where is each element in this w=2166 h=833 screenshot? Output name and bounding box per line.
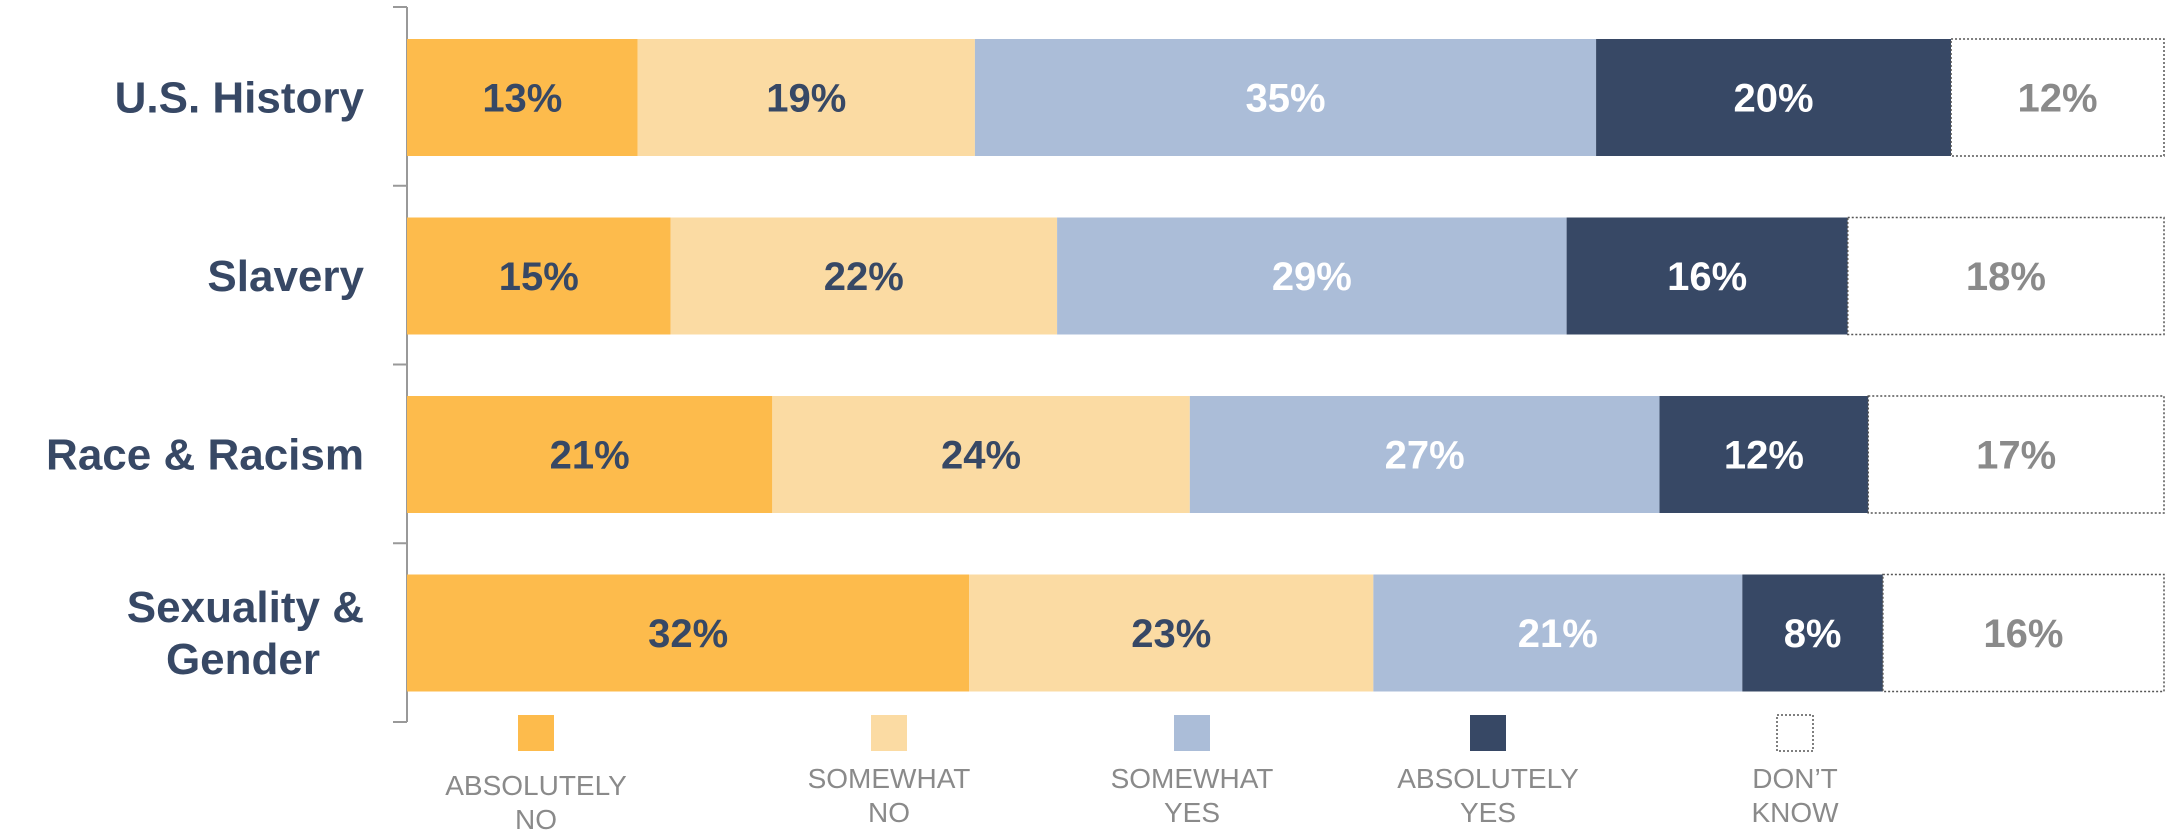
bar-segment-somewhat-yes	[1057, 217, 1567, 335]
data-label: 27%	[1385, 434, 1465, 478]
data-label: 21%	[1518, 612, 1598, 656]
bar-segment-don-t-know	[1882, 573, 2165, 693]
legend-item-somewhat-no: SOMEWHAT NO	[808, 715, 971, 828]
bar-row-race-racism: 21% 24% 27% 12% 17%	[407, 395, 2165, 514]
legend-label: SOMEWHAT YES	[1111, 763, 1274, 828]
legend-swatch	[518, 715, 554, 751]
bar-row-sexuality-gender: 32% 23% 21% 8% 16%	[407, 573, 2165, 693]
legend-label: ABSOLUTELY YES	[1397, 763, 1579, 828]
bar-segment-somewhat-yes	[1189, 396, 1660, 513]
bar-row-u-s-history: 13% 19% 35% 20% 12%	[407, 38, 2165, 157]
bar-segment-absolutely-yes	[1596, 39, 1952, 156]
bar-segment-don-t-know	[1846, 216, 2165, 336]
bar-segment-somewhat-no	[969, 574, 1374, 692]
data-label: 17%	[1976, 434, 2056, 478]
data-label: 12%	[1724, 434, 1804, 478]
category-labels: U.S. History Slavery Race & Racism Sexualit…	[46, 74, 364, 685]
bar-segment-don-t-know	[1950, 38, 2165, 157]
legend: ABSOLUTELY NO SOMEWHAT NO SOMEWHAT YES ABSOLUT…	[445, 714, 1839, 833]
data-label: 16%	[1983, 612, 2063, 656]
data-label: 32%	[648, 612, 728, 656]
bar-segment-absolutely-no	[407, 39, 638, 156]
legend-label: SOMEWHAT NO	[808, 763, 971, 828]
data-label: 15%	[499, 255, 579, 299]
bar-segment-somewhat-no	[637, 39, 975, 156]
category-label: Race & Racism	[46, 431, 364, 480]
data-label: 18%	[1966, 255, 2046, 299]
legend-label: DON’T KNOW	[1751, 763, 1839, 828]
data-label: 29%	[1272, 255, 1352, 299]
data-label: 35%	[1245, 77, 1325, 121]
bar-segment-absolutely-yes	[1659, 396, 1869, 513]
bar-segment-absolutely-no	[407, 396, 773, 513]
legend-item-somewhat-yes: SOMEWHAT YES	[1111, 715, 1274, 828]
legend-item-absolutely-yes: ABSOLUTELY YES	[1397, 715, 1579, 828]
data-label: 12%	[2017, 77, 2097, 121]
data-label: 21%	[550, 434, 630, 478]
bar-segment-absolutely-no	[407, 574, 970, 692]
category-label: Slavery	[207, 252, 364, 301]
data-label: 24%	[941, 434, 1021, 478]
legend-swatch	[1174, 715, 1210, 751]
category-label: U.S. History	[115, 74, 365, 123]
bar-segment-somewhat-yes	[974, 39, 1597, 156]
data-label: 16%	[1667, 255, 1747, 299]
bar-segment-absolutely-no	[407, 217, 671, 335]
data-label: 20%	[1734, 77, 1814, 121]
bar-row-slavery: 15% 22% 29% 16% 18%	[407, 216, 2165, 336]
data-label: 22%	[824, 255, 904, 299]
data-label: 8%	[1784, 612, 1842, 656]
legend-label: ABSOLUTELY NO	[445, 770, 627, 833]
bar-segment-somewhat-yes	[1373, 574, 1743, 692]
legend-swatch	[1776, 714, 1814, 752]
category-label: Sexuality &	[127, 583, 364, 632]
legend-swatch	[871, 715, 907, 751]
category-label: Gender	[166, 635, 320, 684]
bar-segment-absolutely-yes	[1566, 217, 1848, 335]
bar-segment-absolutely-yes	[1742, 574, 1883, 692]
data-label: 23%	[1131, 612, 1211, 656]
legend-item-don-t-know: DON’T KNOW	[1751, 714, 1839, 828]
bar-segment-somewhat-no	[670, 217, 1058, 335]
legend-swatch	[1470, 715, 1506, 751]
bar-segment-somewhat-no	[772, 396, 1190, 513]
bars: 13% 19% 35% 20% 12% 15% 22% 29% 16% 18% 21% 24% 27% 1…	[407, 38, 2165, 693]
data-label: 13%	[482, 77, 562, 121]
legend-item-absolutely-no: ABSOLUTELY NO	[445, 715, 627, 833]
bar-segment-don-t-know	[1867, 395, 2165, 514]
data-label: 19%	[766, 77, 846, 121]
category-axis-ticks	[393, 6, 407, 723]
